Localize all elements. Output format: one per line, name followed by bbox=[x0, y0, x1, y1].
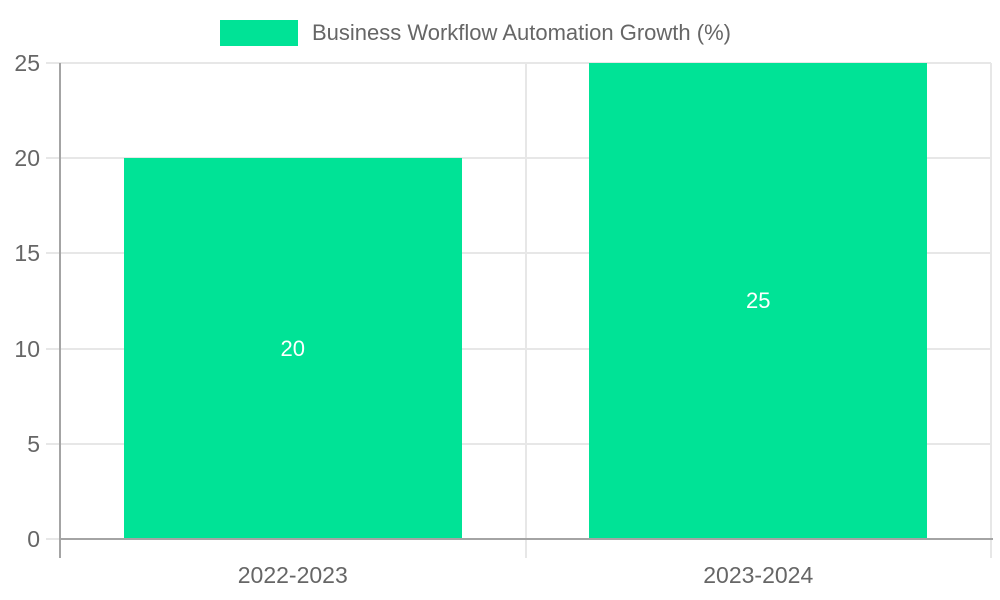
y-axis-label: 15 bbox=[14, 240, 40, 267]
y-axis-label: 25 bbox=[14, 50, 40, 76]
y-axis-tick bbox=[46, 252, 60, 255]
x-axis-label: 2023-2024 bbox=[703, 562, 814, 588]
y-axis-label: 20 bbox=[14, 145, 40, 172]
y-axis-label: 5 bbox=[27, 430, 40, 457]
category-separator bbox=[524, 63, 527, 558]
y-axis-label: 0 bbox=[27, 526, 40, 552]
bar-value-label: 20 bbox=[280, 335, 305, 361]
x-axis-line bbox=[59, 538, 993, 540]
y-axis-line bbox=[59, 63, 61, 558]
bar-value-label: 25 bbox=[745, 288, 771, 313]
category-separator bbox=[990, 63, 992, 558]
bar[interactable] bbox=[589, 63, 928, 539]
y-axis-tick bbox=[46, 538, 60, 540]
y-axis-tick bbox=[46, 347, 60, 350]
y-axis-tick bbox=[46, 442, 60, 445]
y-axis-label: 10 bbox=[14, 335, 40, 362]
legend-label: Business Workflow Automation Growth (%) bbox=[312, 20, 731, 45]
legend-item[interactable]: Business Workflow Automation Growth (%) bbox=[220, 20, 731, 46]
y-axis-tick bbox=[46, 62, 60, 64]
x-axis-label: 2022-2023 bbox=[237, 562, 348, 588]
legend-swatch bbox=[220, 20, 298, 46]
y-axis-tick bbox=[46, 157, 60, 160]
bar[interactable] bbox=[123, 158, 462, 539]
